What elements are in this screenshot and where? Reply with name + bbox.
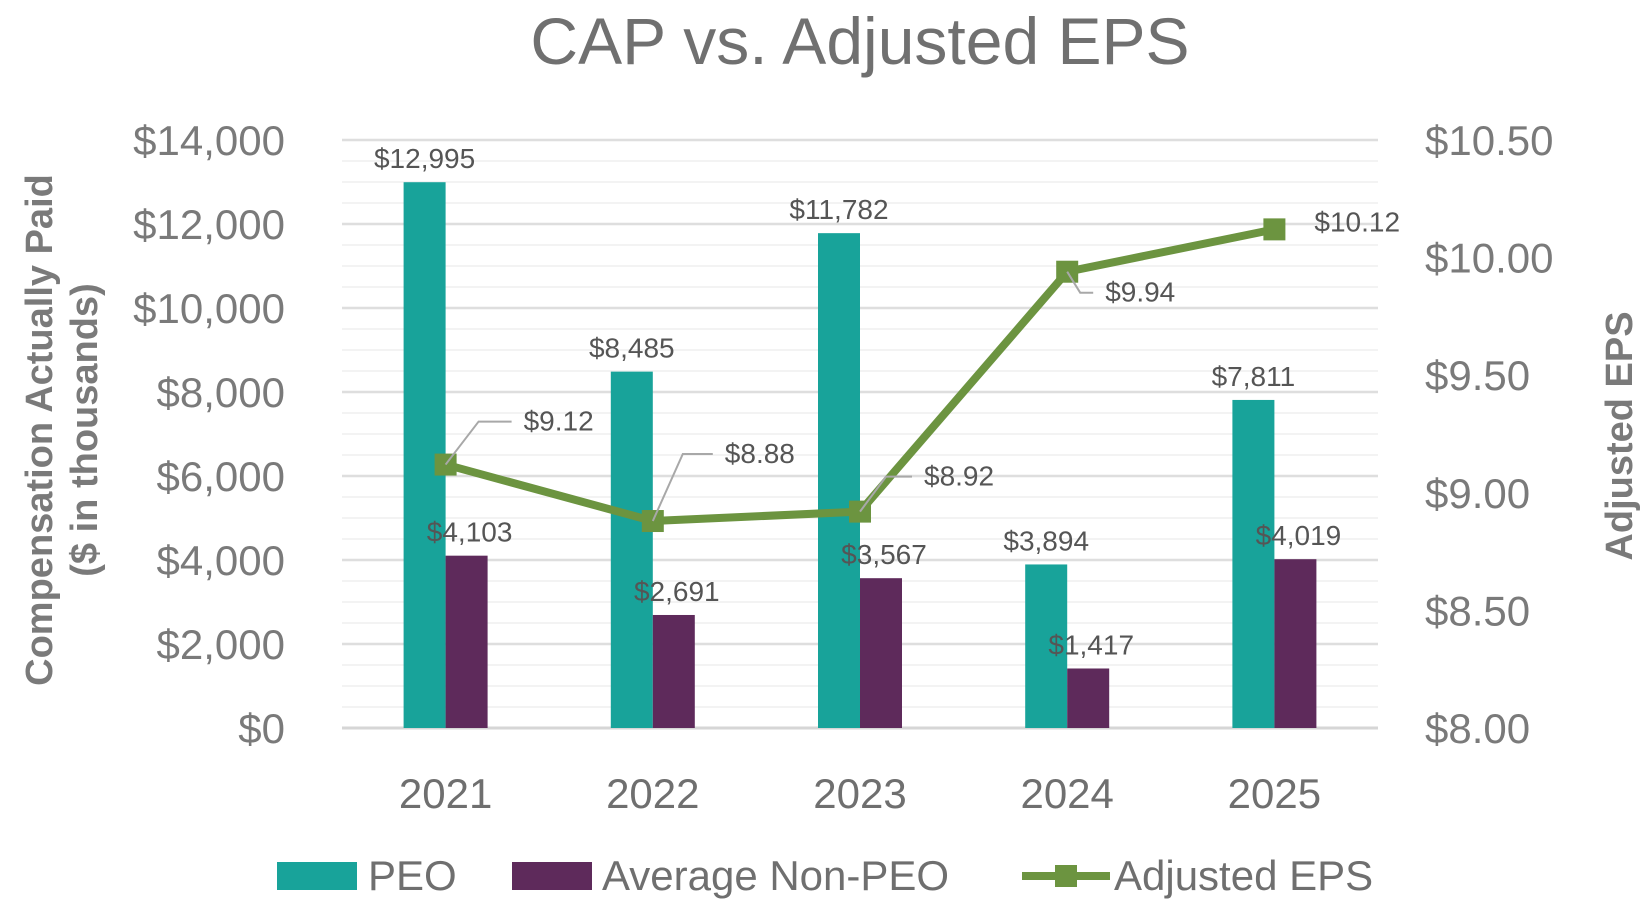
y-left-tick-label: $4,000 bbox=[157, 537, 285, 584]
x-tick-label: 2021 bbox=[399, 770, 492, 817]
y-left-tick-label: $8,000 bbox=[157, 369, 285, 416]
leader-line-adjusted-eps bbox=[1066, 271, 1094, 294]
y-right-tick-label: $9.00 bbox=[1425, 470, 1530, 517]
legend-swatch-average-non-peo bbox=[512, 862, 592, 890]
data-label-peo: $3,894 bbox=[1003, 525, 1089, 556]
data-label-peo: $12,995 bbox=[374, 143, 475, 174]
y-axis-left-title-line2: ($ in thousands) bbox=[64, 283, 106, 576]
leader-line-adjusted-eps bbox=[444, 420, 512, 466]
x-tick-label: 2025 bbox=[1228, 770, 1321, 817]
x-tick-label: 2023 bbox=[813, 770, 906, 817]
legend: PEO Average Non-PEO Adjusted EPS bbox=[277, 852, 1373, 899]
bar-peo bbox=[818, 233, 860, 728]
y-right-tick-label: $8.00 bbox=[1425, 705, 1530, 752]
y-right-tick-label: $10.00 bbox=[1425, 235, 1553, 282]
data-label-adjusted-eps: $10.12 bbox=[1314, 206, 1400, 237]
y-left-tick-label: $10,000 bbox=[133, 285, 285, 332]
legend-label-average-non-peo: Average Non-PEO bbox=[602, 852, 949, 899]
legend-label-peo: PEO bbox=[368, 852, 457, 899]
bar-average-non-peo bbox=[1067, 668, 1110, 728]
bar-peo bbox=[1025, 564, 1068, 728]
data-label-adjusted-eps: $8.88 bbox=[725, 438, 795, 469]
y-left-tick-label: $2,000 bbox=[157, 621, 285, 668]
data-label-adjusted-eps: $8.92 bbox=[924, 461, 994, 492]
x-tick-label: 2022 bbox=[606, 770, 699, 817]
legend-swatch-peo bbox=[277, 862, 357, 890]
leader-line-adjusted-eps bbox=[651, 453, 713, 522]
data-label-average-non-peo: $3,567 bbox=[841, 539, 927, 570]
y-left-tick-label: $12,000 bbox=[133, 201, 285, 248]
x-tick-label: 2024 bbox=[1020, 770, 1113, 817]
legend-label-adjusted-eps: Adjusted EPS bbox=[1114, 852, 1373, 899]
y-right-tick-label: $9.50 bbox=[1425, 352, 1530, 399]
y-left-tick-label: $6,000 bbox=[157, 453, 285, 500]
y-left-tick-label: $14,000 bbox=[133, 117, 285, 164]
bar-average-non-peo bbox=[652, 614, 695, 728]
bar-average-non-peo bbox=[1274, 559, 1317, 728]
data-label-peo: $7,811 bbox=[1212, 361, 1296, 392]
legend-swatch-adjusted-eps-marker bbox=[1055, 865, 1077, 887]
data-label-peo: $11,782 bbox=[789, 194, 888, 225]
bar-peo bbox=[610, 371, 653, 728]
bar-average-non-peo bbox=[445, 555, 488, 728]
y-axis-right-title: Adjusted EPS bbox=[1599, 311, 1641, 560]
y-right-tick-label: $8.50 bbox=[1425, 587, 1530, 634]
axes-layer: $0 $2,000 $4,000 $6,000 $8,000 $10,000 $12,000… bbox=[133, 117, 1553, 817]
y-right-tick-label: $10.50 bbox=[1425, 117, 1553, 164]
y-axis-left-title-line1: Compensation Actually Paid bbox=[19, 174, 61, 686]
bar-average-non-peo bbox=[860, 578, 902, 728]
data-label-average-non-peo: $4,103 bbox=[427, 517, 513, 548]
data-label-adjusted-eps: $9.94 bbox=[1105, 277, 1175, 308]
data-label-peo: $8,485 bbox=[589, 333, 675, 364]
chart-title: CAP vs. Adjusted EPS bbox=[530, 4, 1189, 78]
marker-adjusted-eps bbox=[1263, 218, 1286, 241]
data-label-adjusted-eps: $9.12 bbox=[524, 406, 594, 437]
bar-peo bbox=[1232, 399, 1275, 728]
labels-layer: $12,995 $4,103 $8,485 $2,691 $11,782 $3,567 $3… bbox=[374, 143, 1400, 660]
data-label-average-non-peo: $1,417 bbox=[1048, 629, 1134, 660]
data-label-average-non-peo: $2,691 bbox=[634, 576, 720, 607]
data-label-average-non-peo: $4,019 bbox=[1256, 520, 1342, 551]
leader-line-adjusted-eps bbox=[859, 475, 912, 513]
y-left-tick-label: $0 bbox=[238, 705, 285, 752]
